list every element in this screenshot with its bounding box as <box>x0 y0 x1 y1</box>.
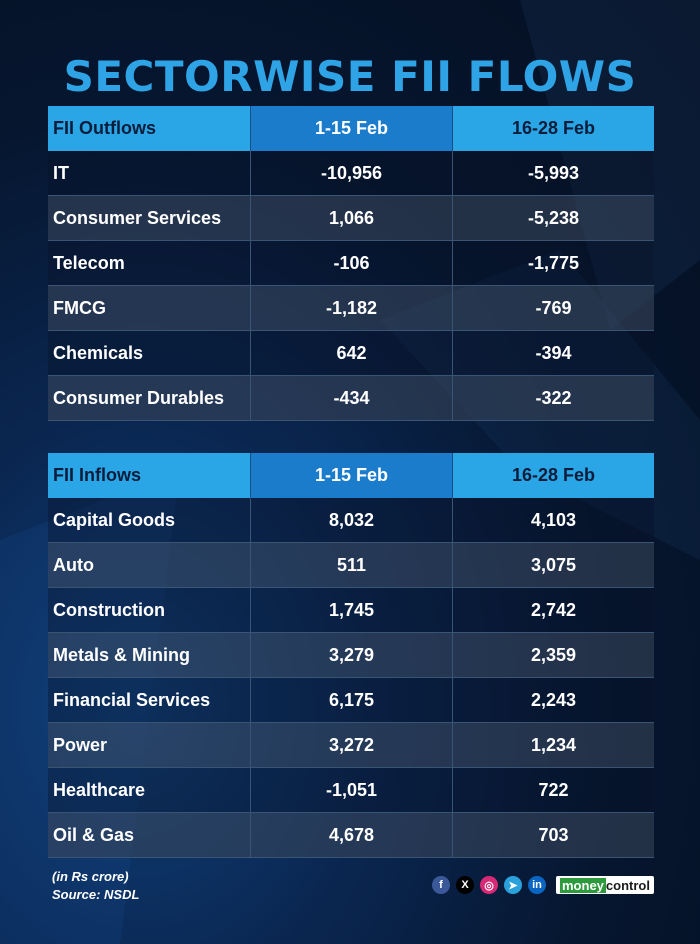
value-16-28-feb-cell: 4,103 <box>452 498 654 542</box>
value-16-28-feb-cell: -769 <box>452 286 654 330</box>
sector-cell: Telecom <box>53 252 125 273</box>
header-cell: 1-15 Feb <box>250 106 452 151</box>
value-1-15-feb-cell: 511 <box>250 543 452 587</box>
sector-cell: Auto <box>53 554 94 575</box>
header-cell: 1-15 Feb <box>250 453 452 498</box>
sector-cell: FMCG <box>53 297 106 318</box>
value-16-28-feb-cell: -5,238 <box>452 196 654 240</box>
table-row: Telecom -106 -1,775 <box>48 241 654 286</box>
unit-note: (in Rs crore) <box>52 869 129 884</box>
table-row: IT -10,956 -5,993 <box>48 151 654 196</box>
inflows-table: FII Inflows 1-15 Feb 16-28 Feb Capital Good… <box>48 453 654 858</box>
sector-cell: Capital Goods <box>53 509 176 530</box>
value-16-28-feb-cell: 3,075 <box>452 543 654 587</box>
sector-cell: Consumer Durables <box>53 387 225 408</box>
value-1-15-feb-cell: 6,175 <box>250 678 452 722</box>
value-16-28-feb-cell: 2,742 <box>452 588 654 632</box>
value-1-15-feb-cell: -1,051 <box>250 768 452 812</box>
page-title: SECTORWISE FII FLOWS <box>63 52 637 101</box>
table-row: Consumer Durables -434 -322 <box>48 376 654 421</box>
instagram-icon[interactable]: ◎ <box>480 876 498 894</box>
header-cell: FII Outflows <box>48 106 250 151</box>
facebook-icon[interactable]: f <box>432 876 450 894</box>
value-16-28-feb-cell: -394 <box>452 331 654 375</box>
sector-cell: Power <box>53 734 108 755</box>
header-cell: 16-28 Feb <box>452 453 654 498</box>
value-16-28-feb-cell: 2,359 <box>452 633 654 677</box>
sector-cell: Metals & Mining <box>53 644 191 665</box>
footnote: (in Rs crore) Source: NSDL <box>52 868 139 904</box>
table-row: Consumer Services 1,066 -5,238 <box>48 196 654 241</box>
value-16-28-feb-cell: -5,993 <box>452 151 654 195</box>
sector-cell: Healthcare <box>53 779 146 800</box>
table-row: Financial Services 6,175 2,243 <box>48 678 654 723</box>
outflows-table: FII Outflows 1-15 Feb 16-28 Feb IT -10,956 -5… <box>48 106 654 421</box>
value-1-15-feb-cell: 3,279 <box>250 633 452 677</box>
sector-cell: Financial Services <box>53 689 211 710</box>
header-cell: 16-28 Feb <box>452 106 654 151</box>
table-header: FII Inflows 1-15 Feb 16-28 Feb <box>48 453 654 498</box>
table-row: FMCG -1,182 -769 <box>48 286 654 331</box>
value-1-15-feb-cell: 3,272 <box>250 723 452 767</box>
linkedin-icon[interactable]: in <box>528 876 546 894</box>
sector-cell: Construction <box>53 599 165 620</box>
table-row: Metals & Mining 3,279 2,359 <box>48 633 654 678</box>
value-1-15-feb-cell: 8,032 <box>250 498 452 542</box>
value-16-28-feb-cell: 703 <box>452 813 654 857</box>
value-16-28-feb-cell: 722 <box>452 768 654 812</box>
moneycontrol-logo: money control <box>556 876 654 894</box>
value-1-15-feb-cell: 4,678 <box>250 813 452 857</box>
value-1-15-feb-cell: 642 <box>250 331 452 375</box>
value-1-15-feb-cell: -434 <box>250 376 452 420</box>
table-row: Oil & Gas 4,678 703 <box>48 813 654 858</box>
value-1-15-feb-cell: -106 <box>250 241 452 285</box>
table-header: FII Outflows 1-15 Feb 16-28 Feb <box>48 106 654 151</box>
value-16-28-feb-cell: 2,243 <box>452 678 654 722</box>
sector-cell: IT <box>53 162 69 183</box>
logo-text-money: money <box>560 877 606 893</box>
header-cell: FII Inflows <box>48 453 250 498</box>
table-row: Capital Goods 8,032 4,103 <box>48 498 654 543</box>
telegram-icon[interactable]: ➤ <box>504 876 522 894</box>
table-row: Auto 511 3,075 <box>48 543 654 588</box>
table-row: Power 3,272 1,234 <box>48 723 654 768</box>
value-16-28-feb-cell: 1,234 <box>452 723 654 767</box>
value-1-15-feb-cell: 1,066 <box>250 196 452 240</box>
sector-cell: Consumer Services <box>53 207 222 228</box>
value-16-28-feb-cell: -1,775 <box>452 241 654 285</box>
value-16-28-feb-cell: -322 <box>452 376 654 420</box>
value-1-15-feb-cell: -1,182 <box>250 286 452 330</box>
logo-text-control: control <box>605 877 650 893</box>
source-note: Source: NSDL <box>52 887 140 902</box>
value-1-15-feb-cell: -10,956 <box>250 151 452 195</box>
sector-cell: Oil & Gas <box>53 824 135 845</box>
value-1-15-feb-cell: 1,745 <box>250 588 452 632</box>
sector-cell: Chemicals <box>53 342 144 363</box>
table-row: Healthcare -1,051 722 <box>48 768 654 813</box>
social-links: f X ◎ ➤ in money control <box>432 876 654 894</box>
table-row: Construction 1,745 2,742 <box>48 588 654 633</box>
table-row: Chemicals 642 -394 <box>48 331 654 376</box>
x-icon[interactable]: X <box>456 876 474 894</box>
